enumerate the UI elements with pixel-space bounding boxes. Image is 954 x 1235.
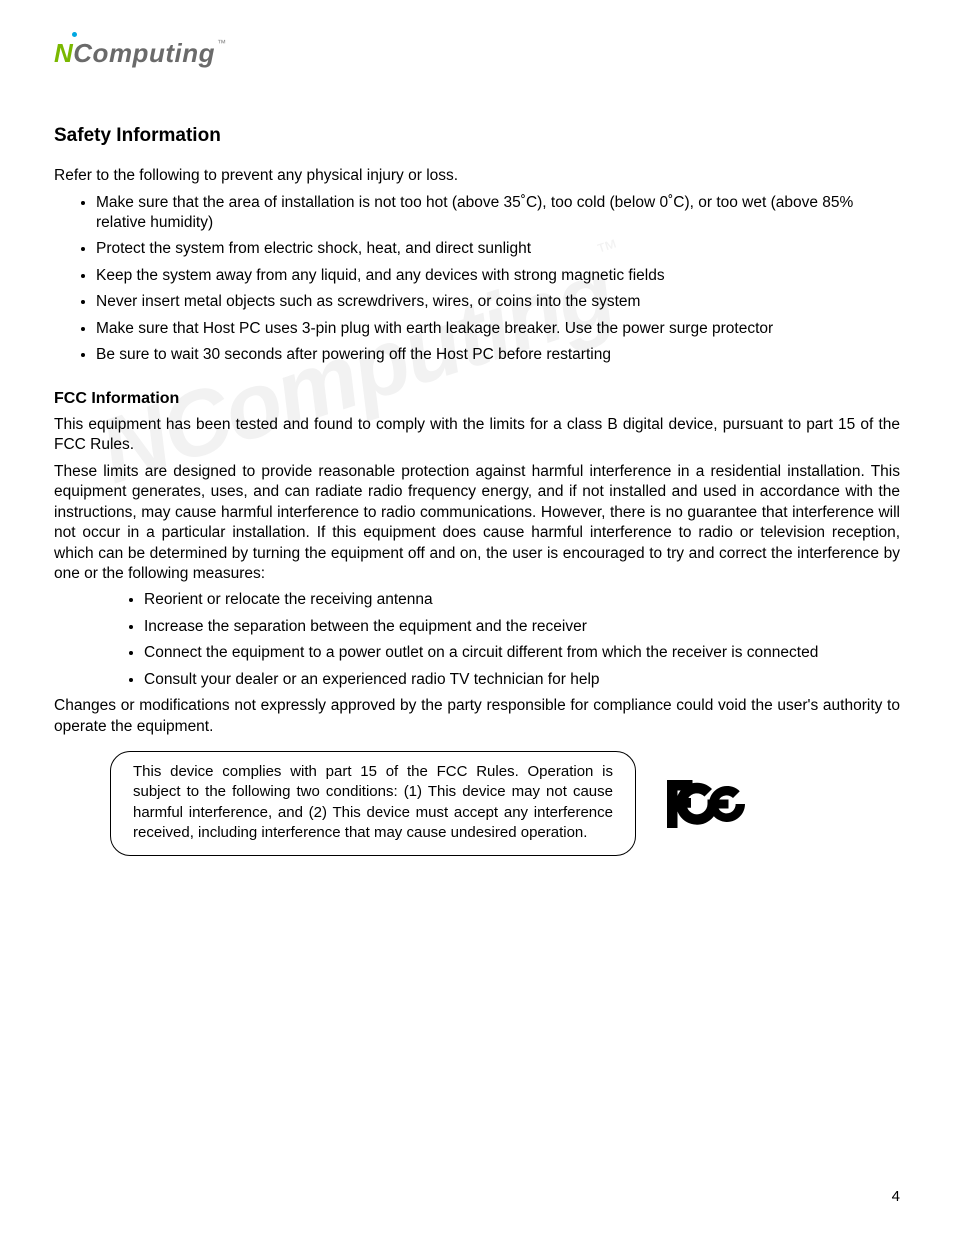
page-number: 4 <box>892 1188 900 1205</box>
logo-dot <box>72 32 77 37</box>
fcc-fix-bullet: Consult your dealer or an experienced ra… <box>144 670 900 690</box>
safety-intro: Refer to the following to prevent any ph… <box>54 166 900 186</box>
brand-logo: NComputing™ <box>54 38 226 69</box>
safety-bullet: Never insert metal objects such as screw… <box>96 292 900 312</box>
fcc-fix-bullet: Connect the equipment to a power outlet … <box>144 643 900 663</box>
fcc-logo-icon <box>664 774 754 834</box>
fcc-fix-bullet: Reorient or relocate the receiving anten… <box>144 590 900 610</box>
safety-bullet: Keep the system away from any liquid, an… <box>96 266 900 286</box>
fcc-compliance-box: This device complies with part 15 of the… <box>110 751 636 856</box>
safety-title: Safety Information <box>54 123 900 148</box>
fcc-fix-bullets: Reorient or relocate the receiving anten… <box>54 590 900 690</box>
logo-rest: Computing <box>73 38 215 68</box>
fcc-row: This device complies with part 15 of the… <box>110 751 900 856</box>
page-content: Safety Information Refer to the followin… <box>54 123 900 856</box>
safety-bullets: Make sure that the area of installation … <box>54 193 900 366</box>
safety-bullet: Make sure that the area of installation … <box>96 193 900 234</box>
fcc-fix-bullet: Increase the separation between the equi… <box>144 617 900 637</box>
logo-tm: ™ <box>217 38 227 48</box>
fcc-title: FCC Information <box>54 388 900 409</box>
fcc-p2: These limits are designed to provide rea… <box>54 462 900 585</box>
safety-bullet: Make sure that Host PC uses 3-pin plug w… <box>96 319 900 339</box>
safety-bullet: Be sure to wait 30 seconds after powerin… <box>96 345 900 365</box>
fcc-p1: This equipment has been tested and found… <box>54 415 900 456</box>
fcc-p3: Changes or modifications not expressly a… <box>54 696 900 737</box>
safety-bullet: Protect the system from electric shock, … <box>96 239 900 259</box>
logo-n: N <box>54 38 73 68</box>
